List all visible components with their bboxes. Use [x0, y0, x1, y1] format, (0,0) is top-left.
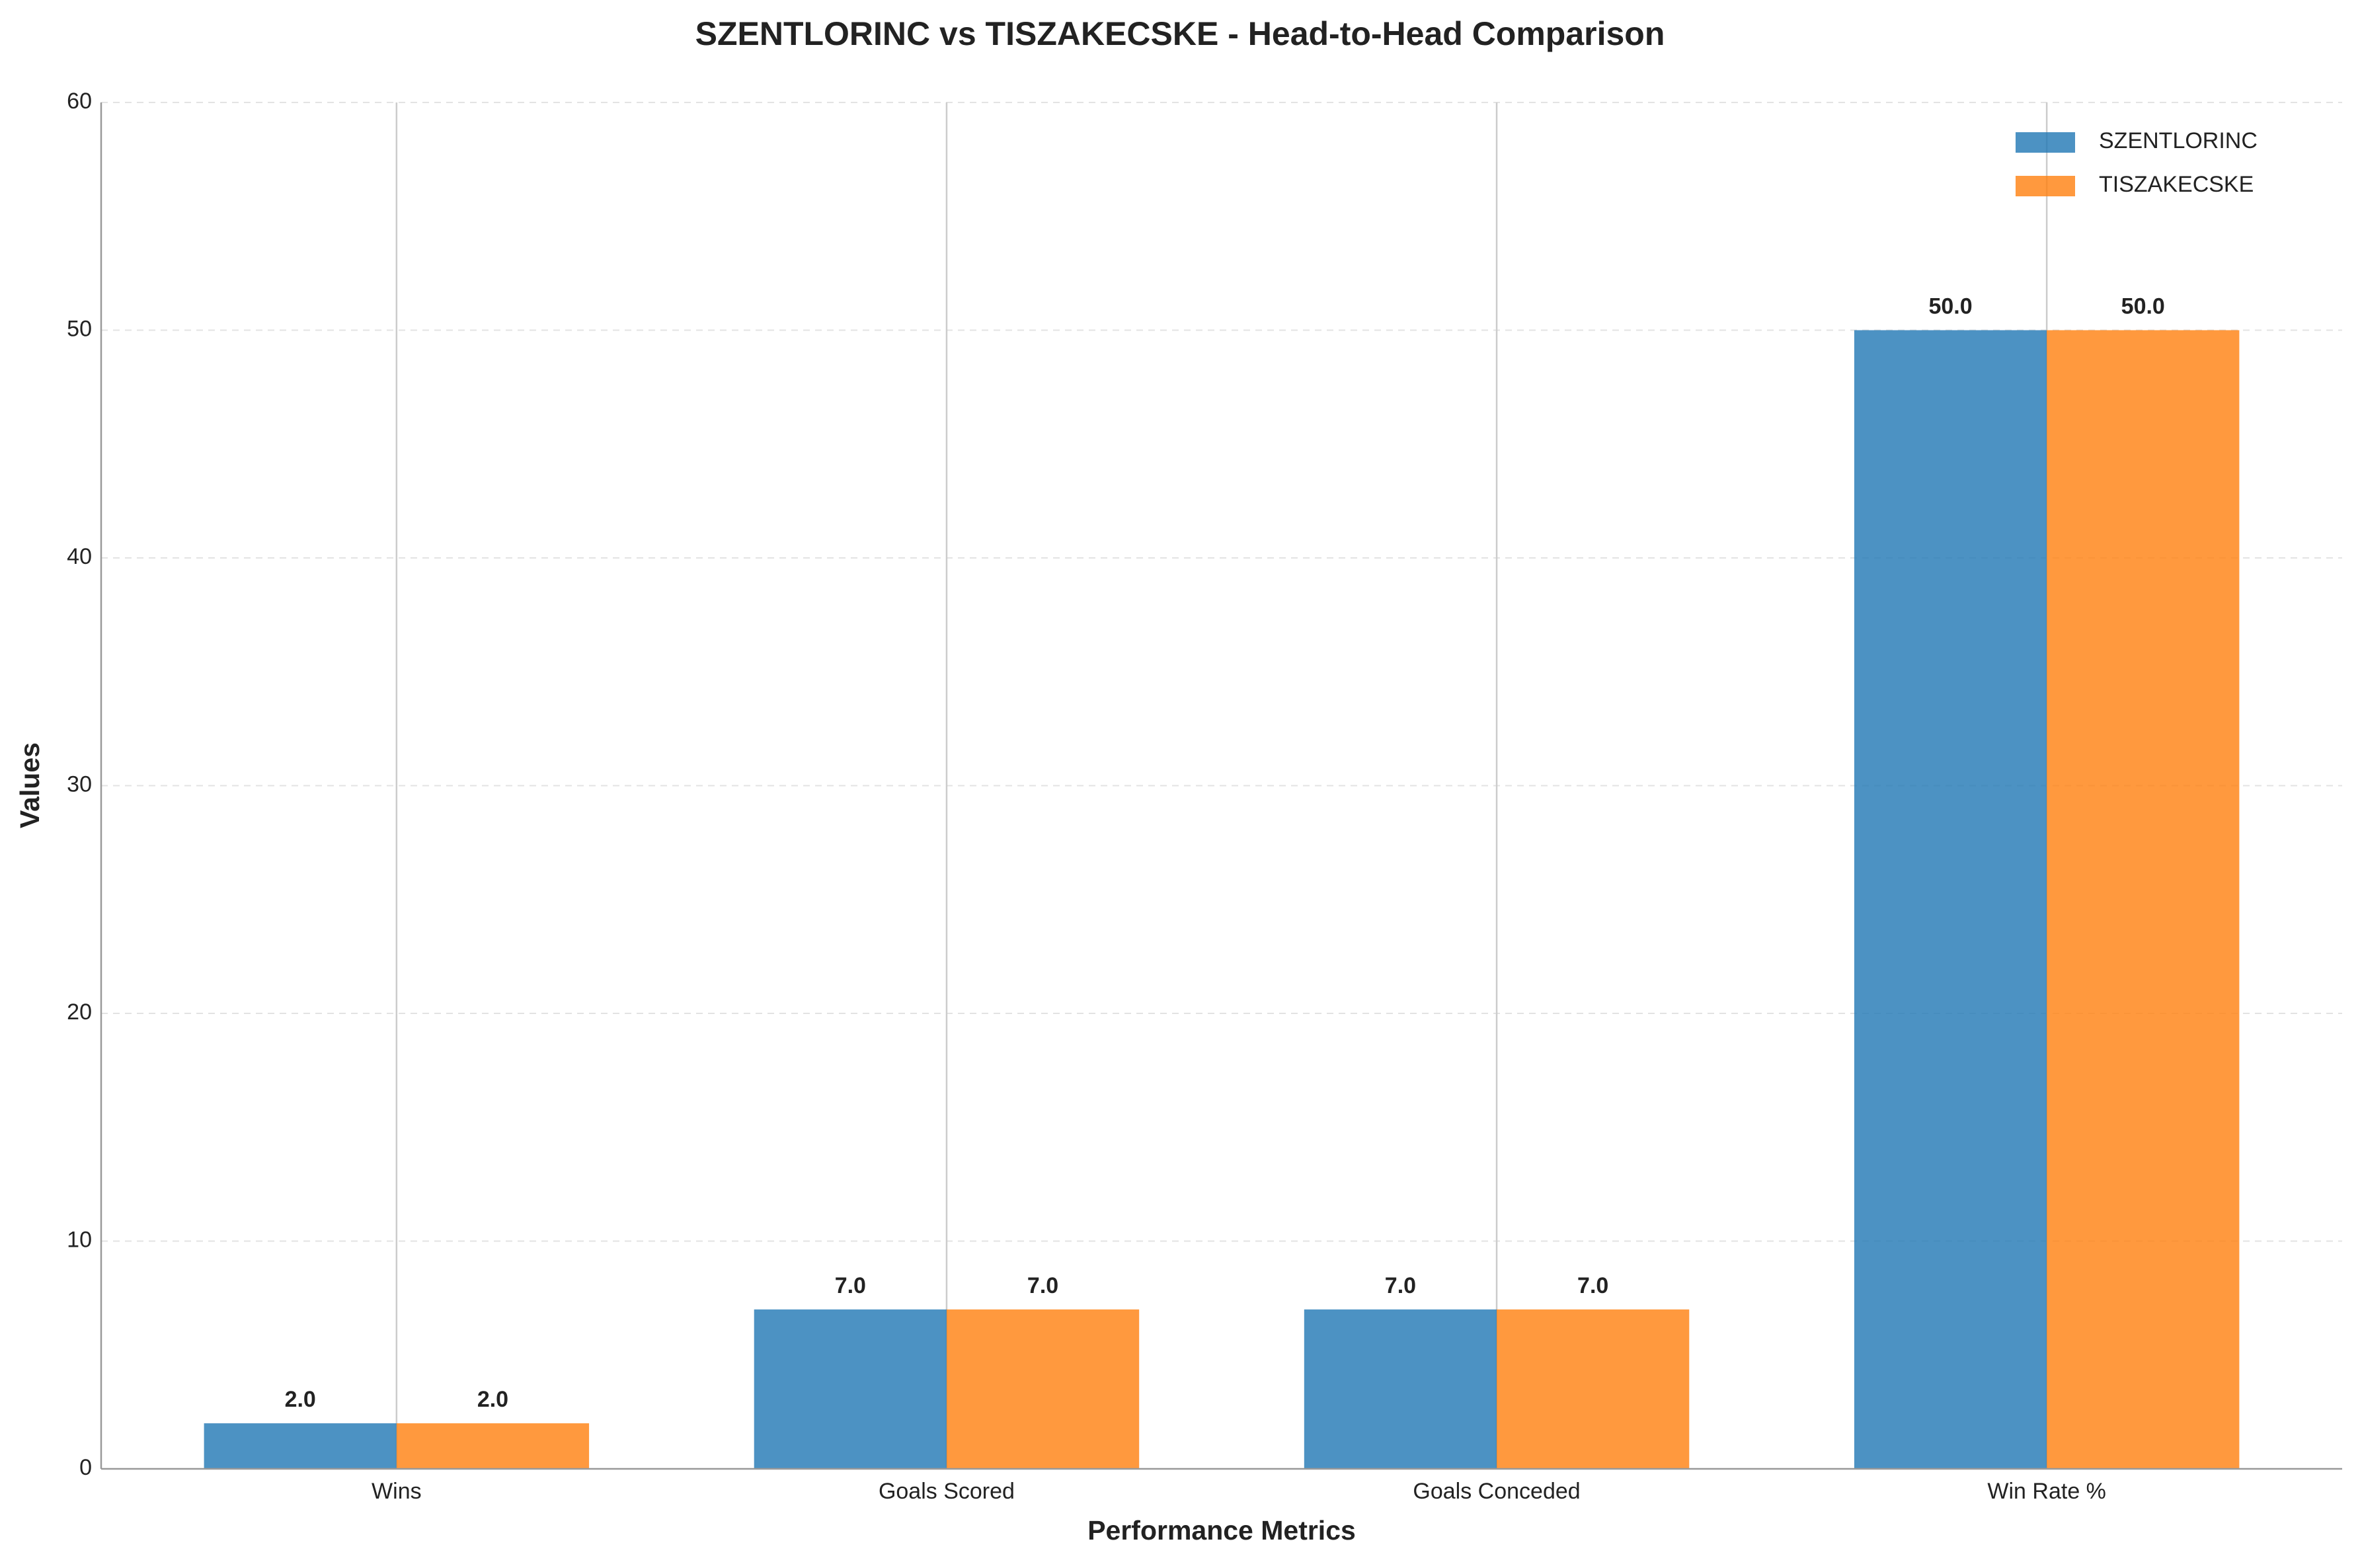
value-label: 2.0 [477, 1387, 508, 1412]
x-tick-label: Win Rate % [1987, 1479, 2106, 1504]
value-label: 7.0 [1577, 1273, 1608, 1298]
bar [946, 1309, 1140, 1469]
y-tick-label: 30 [67, 771, 92, 797]
y-tick-label: 50 [67, 316, 92, 341]
y-tick-label: 20 [67, 1000, 92, 1025]
value-label: 50.0 [2121, 294, 2165, 319]
value-label: 7.0 [1385, 1273, 1416, 1298]
bar [2047, 330, 2240, 1469]
bar [1854, 330, 2047, 1469]
legend-swatch [2016, 176, 2075, 196]
y-tick-label: 0 [79, 1455, 92, 1480]
y-tick-label: 10 [67, 1227, 92, 1252]
bar [204, 1423, 397, 1469]
value-label: 7.0 [835, 1273, 866, 1298]
value-label: 7.0 [1027, 1273, 1058, 1298]
legend-swatch [2016, 132, 2075, 153]
y-tick-label: 60 [67, 89, 92, 114]
value-label: 2.0 [285, 1387, 316, 1412]
x-axis-label: Performance Metrics [1087, 1515, 1356, 1546]
y-axis-label: Values [15, 742, 45, 828]
value-label: 50.0 [1928, 294, 1972, 319]
y-tick-label: 40 [67, 544, 92, 569]
bar [1497, 1309, 1690, 1469]
legend-label: SZENTLORINC [2099, 128, 2258, 153]
bar [396, 1423, 590, 1469]
bar [1304, 1309, 1497, 1469]
chart-title: SZENTLORINC vs TISZAKECSKE - Head-to-Hea… [695, 15, 1665, 52]
x-tick-label: Goals Conceded [1413, 1479, 1580, 1504]
x-tick-label: Wins [372, 1479, 422, 1504]
bar [754, 1309, 947, 1469]
legend-label: TISZAKECSKE [2099, 172, 2254, 197]
x-tick-label: Goals Scored [879, 1479, 1015, 1504]
